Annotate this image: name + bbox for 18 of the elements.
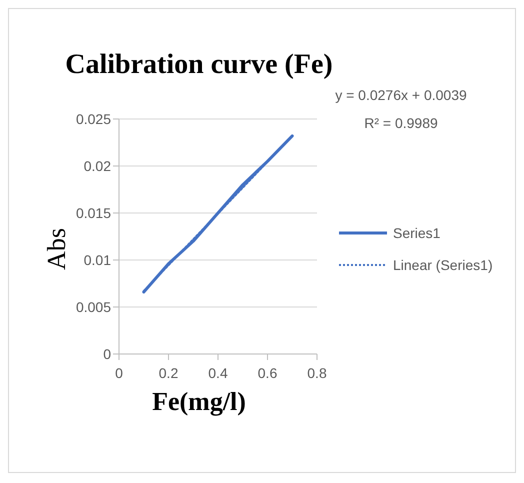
y-tick-label: 0.005 xyxy=(76,298,112,315)
x-tick-label: 0.2 xyxy=(158,364,178,381)
x-tick-label: 0.8 xyxy=(307,364,327,381)
x-tick-label: 0.6 xyxy=(258,364,278,381)
legend-label: Linear (Series1) xyxy=(393,257,493,273)
y-tick-label: 0 xyxy=(103,346,112,362)
y-tick-label: 0.01 xyxy=(84,252,112,268)
chart-title: Calibration curve (Fe) xyxy=(64,49,334,81)
x-axis-title: Fe(mg/l) xyxy=(151,387,247,417)
text: y = 0.0276x + 0.0039 xyxy=(334,87,468,103)
y-axis-title: Abs xyxy=(42,227,72,272)
text: R² = 0.9989 xyxy=(363,115,439,131)
y-tick-label: 0.02 xyxy=(84,158,112,174)
x-tick-label: 0.4 xyxy=(208,364,228,381)
y-tick-label: 0.025 xyxy=(76,110,112,127)
legend-label: Series1 xyxy=(393,225,440,241)
x-tick-label: 0 xyxy=(115,364,124,381)
y-tick-label: 0.015 xyxy=(76,204,112,221)
